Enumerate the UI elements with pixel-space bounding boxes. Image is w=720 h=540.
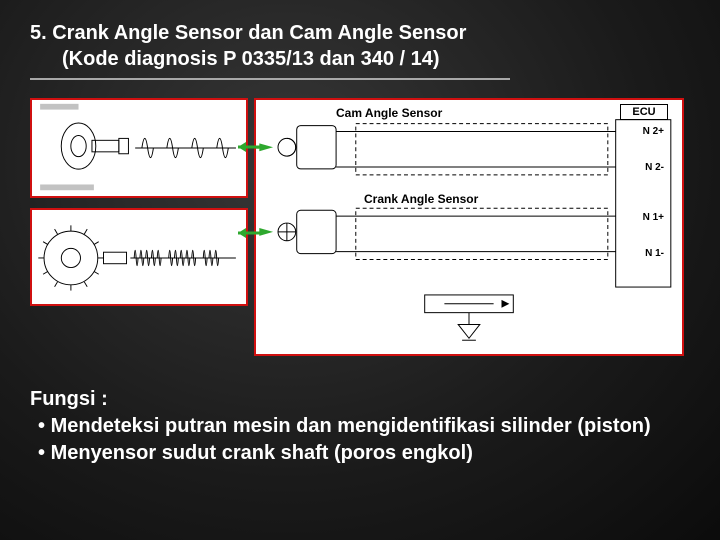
circuit-panel: Cam Angle Sensor Crank Angle Sensor ECU …	[254, 98, 684, 356]
title-line-2: (Kode diagnosis P 0335/13 dan 340 / 14)	[30, 46, 690, 72]
ecu-label: ECU	[620, 104, 668, 120]
cam-sensor-label: Cam Angle Sensor	[336, 106, 442, 120]
crank-sensor-sketch	[32, 210, 246, 304]
cam-sensor-panel	[30, 98, 248, 198]
slide-container: 5. Crank Angle Sensor dan Cam Angle Sens…	[0, 0, 720, 540]
body-heading: Fungsi :	[30, 386, 690, 413]
body-bullets: Mendeteksi putran mesin dan mengidentifi…	[38, 413, 690, 467]
pin-n2p: N 2+	[643, 126, 664, 137]
body-text: Fungsi : Mendeteksi putran mesin dan men…	[30, 386, 690, 467]
title-underline	[30, 78, 510, 80]
pin-n1m: N 1-	[645, 248, 664, 259]
slide-title: 5. Crank Angle Sensor dan Cam Angle Sens…	[30, 20, 690, 72]
bullet-1: Mendeteksi putran mesin dan mengidentifi…	[38, 413, 690, 440]
crank-sensor-label: Crank Angle Sensor	[364, 192, 478, 206]
green-arrow-cam	[238, 140, 262, 154]
left-panels	[30, 98, 248, 306]
crank-sensor-panel	[30, 208, 248, 306]
pin-n1p: N 1+	[643, 212, 664, 223]
title-line-1: 5. Crank Angle Sensor dan Cam Angle Sens…	[30, 20, 690, 46]
diagram-row: Cam Angle Sensor Crank Angle Sensor ECU …	[30, 98, 690, 356]
bullet-2: Menyensor sudut crank shaft (poros engko…	[38, 440, 690, 467]
cam-sensor-sketch	[32, 100, 246, 196]
green-arrow-crank	[238, 226, 262, 240]
circuit-svg	[256, 100, 682, 354]
pin-n2m: N 2-	[645, 162, 664, 173]
